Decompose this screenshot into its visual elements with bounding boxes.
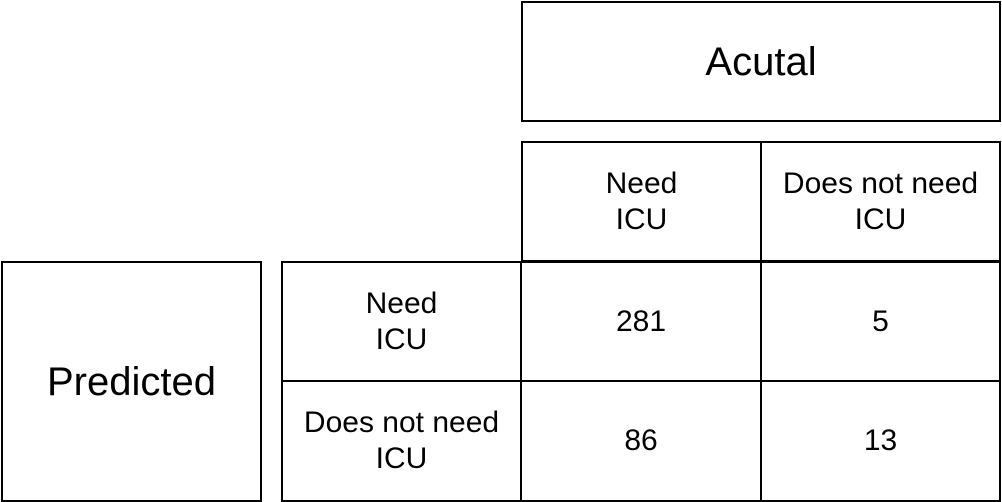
column-header-does-not-need-icu: Does not need ICU	[760, 141, 1001, 262]
matrix-cell-need-need: 281	[520, 261, 762, 382]
matrix-cell-notneed-need: 86	[520, 380, 762, 502]
column-header-need-icu: Need ICU	[521, 141, 762, 262]
row-header-does-not-need-icu: Does not need ICU	[281, 380, 522, 502]
matrix-cell-notneed-notneed: 13	[760, 380, 1001, 502]
predicted-header: Predicted	[1, 261, 262, 502]
row-header-need-icu: Need ICU	[281, 261, 522, 382]
matrix-cell-need-notneed: 5	[760, 261, 1001, 382]
actual-header: Acutal	[521, 1, 1001, 122]
